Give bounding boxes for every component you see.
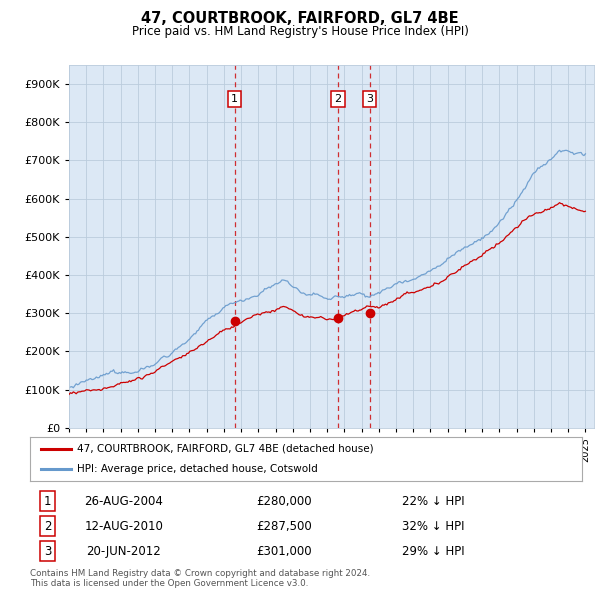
Text: 32% ↓ HPI: 32% ↓ HPI (402, 520, 464, 533)
Text: 26-AUG-2004: 26-AUG-2004 (85, 495, 163, 508)
Text: HPI: Average price, detached house, Cotswold: HPI: Average price, detached house, Cots… (77, 464, 317, 474)
Text: Price paid vs. HM Land Registry's House Price Index (HPI): Price paid vs. HM Land Registry's House … (131, 25, 469, 38)
Text: 2: 2 (334, 94, 341, 104)
Text: £280,000: £280,000 (256, 495, 312, 508)
Text: 1: 1 (231, 94, 238, 104)
Text: Contains HM Land Registry data © Crown copyright and database right 2024.: Contains HM Land Registry data © Crown c… (30, 569, 370, 578)
Text: This data is licensed under the Open Government Licence v3.0.: This data is licensed under the Open Gov… (30, 579, 308, 588)
Text: 47, COURTBROOK, FAIRFORD, GL7 4BE (detached house): 47, COURTBROOK, FAIRFORD, GL7 4BE (detac… (77, 444, 374, 454)
Text: 1: 1 (44, 495, 52, 508)
Text: 22% ↓ HPI: 22% ↓ HPI (401, 495, 464, 508)
Text: £287,500: £287,500 (256, 520, 312, 533)
Text: 20-JUN-2012: 20-JUN-2012 (86, 545, 161, 558)
Text: 2: 2 (44, 520, 52, 533)
Text: 3: 3 (366, 94, 373, 104)
Text: 29% ↓ HPI: 29% ↓ HPI (401, 545, 464, 558)
Text: £301,000: £301,000 (256, 545, 312, 558)
Text: 47, COURTBROOK, FAIRFORD, GL7 4BE: 47, COURTBROOK, FAIRFORD, GL7 4BE (141, 11, 459, 25)
Text: 3: 3 (44, 545, 52, 558)
Text: 12-AUG-2010: 12-AUG-2010 (85, 520, 163, 533)
